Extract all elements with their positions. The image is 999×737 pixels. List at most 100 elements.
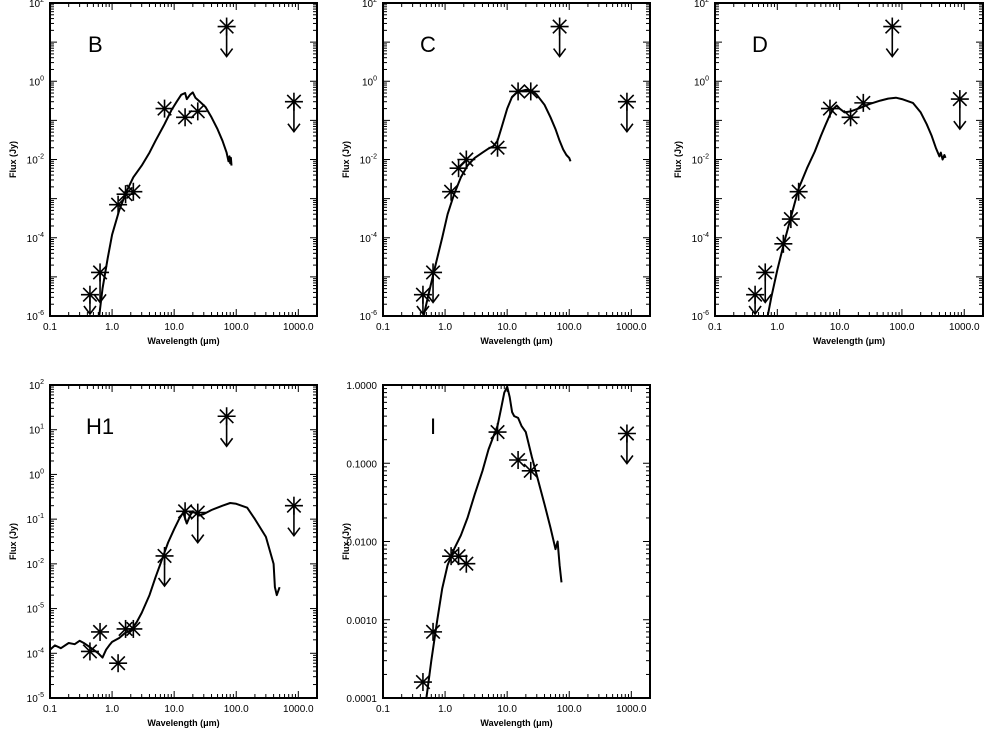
- data-point: [488, 138, 507, 157]
- model-sed-line: [766, 96, 947, 316]
- x-tick-label: 1000.0: [616, 322, 647, 333]
- y-tick-label: 10-5: [27, 692, 44, 705]
- chart-panel-b: 0.1 1.0 10.0 100.0 1000.0 10-6 10-4 10-2 100 102 W…: [8, 0, 318, 346]
- upper-limit-marker: [617, 92, 636, 134]
- y-tick-label: 102: [29, 379, 44, 392]
- chart-panel-c: 0.1 1.0 10.0 100.0 1000.0 10-6 10-4 10-2 100 102 W…: [341, 0, 651, 346]
- x-tick-label: 0.1: [43, 322, 57, 333]
- y-tick-label: 10-6: [27, 310, 44, 323]
- x-tick-label: 0.1: [376, 704, 390, 715]
- x-tick-label: 100.0: [557, 704, 582, 715]
- y-tick-label: 10-4: [27, 232, 44, 245]
- x-tick-label: 1000.0: [283, 322, 314, 333]
- x-axis-label: Wavelength (μm): [147, 336, 219, 346]
- x-tick-label: 0.1: [376, 322, 390, 333]
- chart-panel-d: 0.1 1.0 10.0 100.0 1000.0 10-6 10-4 10-2 100 102 W…: [673, 0, 984, 346]
- data-point: [80, 642, 99, 661]
- panel-label: I: [430, 414, 436, 439]
- y-tick-label: 102: [29, 0, 44, 10]
- y-tick-label: 10-1: [27, 513, 44, 526]
- y-tick-label: 10-2: [360, 154, 377, 167]
- upper-limit-marker: [550, 17, 569, 58]
- data-point: [781, 210, 800, 229]
- upper-limit-marker: [883, 17, 902, 58]
- y-tick-label: 0.0001: [346, 694, 377, 705]
- panel-label: B: [88, 32, 103, 57]
- x-axis-label: Wavelength (μm): [147, 718, 219, 728]
- data-point: [457, 554, 476, 573]
- x-tick-label: 1.0: [770, 322, 784, 333]
- data-point: [424, 622, 443, 641]
- model-sed-line: [50, 502, 281, 659]
- data-point: [109, 195, 128, 214]
- x-tick-label: 100.0: [889, 322, 914, 333]
- upper-limit-marker: [188, 503, 207, 544]
- upper-limit-marker: [80, 285, 99, 316]
- x-axis-label: Wavelength (μm): [480, 336, 552, 346]
- upper-limit-marker: [756, 263, 775, 304]
- y-tick-label: 102: [362, 0, 377, 10]
- data-point: [820, 99, 839, 118]
- data-point: [457, 150, 476, 169]
- data-point: [789, 182, 808, 201]
- data-point: [488, 423, 507, 442]
- data-point: [442, 182, 461, 201]
- x-tick-label: 1.0: [105, 322, 119, 333]
- x-axis-label: Wavelength (μm): [480, 718, 552, 728]
- x-tick-label: 10.0: [164, 704, 184, 715]
- x-tick-label: 10.0: [830, 322, 850, 333]
- y-axis-label: Flux (Jy): [341, 141, 351, 178]
- data-point: [449, 159, 468, 178]
- upper-limit-marker: [284, 496, 303, 538]
- panel-label: C: [420, 32, 436, 57]
- y-tick-label: 10-4: [27, 647, 44, 660]
- y-tick-label: 100: [29, 468, 44, 481]
- panel-label: D: [752, 32, 768, 57]
- x-tick-label: 1000.0: [616, 704, 647, 715]
- x-tick-label: 1000.0: [949, 322, 980, 333]
- x-tick-label: 0.1: [43, 704, 57, 715]
- y-tick-label: 10-5: [27, 603, 44, 616]
- chart-panel-h1: 0.1 1.0 10.0 100.0 1000.0 10-5 10-4 10-5 10-2 10-…: [8, 379, 318, 728]
- data-point: [509, 451, 528, 470]
- x-tick-label: 1.0: [438, 704, 452, 715]
- x-tick-label: 1.0: [105, 704, 119, 715]
- x-tick-label: 1.0: [438, 322, 452, 333]
- y-axis-label: Flux (Jy): [8, 141, 18, 178]
- upper-limit-marker: [217, 407, 236, 448]
- chart-panel-i: 0.1 1.0 10.0 100.0 1000.0 0.0001 0.0010 0.0100 0…: [341, 381, 651, 728]
- data-point: [124, 619, 143, 638]
- y-tick-label: 0.0010: [346, 616, 377, 627]
- plot-frame: [49, 384, 318, 699]
- y-tick-label: 10-2: [692, 154, 709, 167]
- x-tick-label: 10.0: [164, 322, 184, 333]
- y-tick-label: 10-6: [360, 310, 377, 323]
- x-tick-label: 1000.0: [283, 704, 314, 715]
- y-tick-label: 1.0000: [346, 381, 377, 392]
- y-tick-label: 101: [29, 424, 44, 437]
- y-tick-label: 10-4: [692, 232, 709, 245]
- y-tick-label: 10-2: [27, 558, 44, 571]
- plot-frame: [382, 384, 651, 699]
- data-point: [521, 82, 540, 101]
- data-point: [854, 93, 873, 112]
- upper-limit-marker: [746, 285, 765, 316]
- upper-limit-marker: [950, 90, 969, 131]
- panel-label: H1: [86, 414, 114, 439]
- y-tick-label: 100: [29, 75, 44, 88]
- x-tick-label: 10.0: [497, 704, 517, 715]
- upper-limit-marker: [155, 546, 174, 588]
- y-tick-label: 10-2: [27, 154, 44, 167]
- data-point: [841, 108, 860, 127]
- x-tick-label: 0.1: [708, 322, 722, 333]
- data-point: [91, 622, 110, 641]
- data-point: [124, 182, 143, 201]
- upper-limit-marker: [284, 92, 303, 134]
- y-tick-label: 10-6: [692, 310, 709, 323]
- data-point: [413, 673, 432, 692]
- data-point: [774, 234, 793, 253]
- y-axis-label: Flux (Jy): [673, 141, 683, 178]
- model-sed-line: [422, 88, 572, 316]
- upper-limit-marker: [413, 285, 432, 316]
